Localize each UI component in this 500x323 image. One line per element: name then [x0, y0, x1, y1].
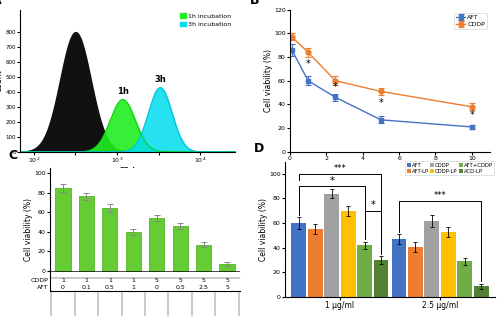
Text: *: * — [306, 59, 310, 69]
Text: 5: 5 — [225, 285, 229, 290]
Bar — [458, 261, 472, 297]
Bar — [441, 232, 456, 297]
Text: 5: 5 — [155, 278, 158, 283]
Y-axis label: Cell viability (%): Cell viability (%) — [264, 49, 272, 112]
Text: ***: *** — [434, 191, 446, 200]
Text: 5: 5 — [202, 278, 205, 283]
Text: A: A — [0, 0, 2, 7]
Bar — [357, 245, 372, 297]
Legend: 1h incubation, 3h incubation: 1h incubation, 3h incubation — [179, 13, 232, 28]
Text: CDDP: CDDP — [31, 278, 49, 283]
Bar — [172, 226, 188, 271]
Y-axis label: Cell viability (%): Cell viability (%) — [24, 198, 33, 261]
Text: 1: 1 — [84, 278, 88, 283]
Bar — [196, 245, 212, 271]
Bar — [149, 218, 164, 271]
X-axis label: PE-A: PE-A — [119, 167, 136, 176]
Text: 0: 0 — [61, 285, 65, 290]
Y-axis label: Count: Count — [0, 69, 4, 92]
Text: ***: *** — [334, 164, 346, 173]
Bar — [392, 239, 406, 297]
Bar — [474, 286, 488, 297]
Text: 0: 0 — [155, 285, 158, 290]
Bar — [308, 229, 322, 297]
Legend: AFT, AFT-LP, CDDP, CDDP-LP, AFT+CDDP, ACD-LP: AFT, AFT-LP, CDDP, CDDP-LP, AFT+CDDP, AC… — [406, 162, 494, 175]
Text: *: * — [330, 175, 334, 185]
Legend: AFT, CDDP: AFT, CDDP — [454, 13, 487, 29]
Text: 5: 5 — [178, 278, 182, 283]
Text: 3h: 3h — [154, 75, 166, 84]
Bar — [424, 221, 440, 297]
Text: 1h: 1h — [116, 87, 128, 96]
Bar — [102, 208, 118, 271]
Bar — [408, 246, 423, 297]
Bar — [324, 193, 339, 297]
Text: *: * — [470, 109, 474, 120]
Text: AFT: AFT — [37, 285, 49, 290]
Text: 1: 1 — [61, 278, 65, 283]
Bar — [126, 232, 141, 271]
Text: *: * — [333, 82, 338, 92]
Text: 0.5: 0.5 — [176, 285, 185, 290]
Text: *: * — [370, 200, 375, 210]
Text: 5: 5 — [225, 278, 229, 283]
Text: B: B — [250, 0, 260, 7]
Bar — [220, 264, 234, 271]
Text: D: D — [254, 142, 264, 155]
Y-axis label: Cell viability (%): Cell viability (%) — [259, 198, 268, 261]
X-axis label: Concentration (μg/ml): Concentration (μg/ml) — [348, 162, 432, 172]
Bar — [340, 211, 355, 297]
Text: 2.5: 2.5 — [198, 285, 208, 290]
Bar — [56, 188, 70, 271]
Text: 1: 1 — [108, 278, 112, 283]
Text: C: C — [8, 149, 18, 162]
Text: 0.1: 0.1 — [82, 285, 91, 290]
Bar — [78, 196, 94, 271]
Text: 0.5: 0.5 — [105, 285, 115, 290]
Text: 1: 1 — [132, 285, 135, 290]
Bar — [374, 260, 388, 297]
Bar — [292, 223, 306, 297]
Text: 1: 1 — [132, 278, 135, 283]
Text: *: * — [378, 98, 384, 108]
